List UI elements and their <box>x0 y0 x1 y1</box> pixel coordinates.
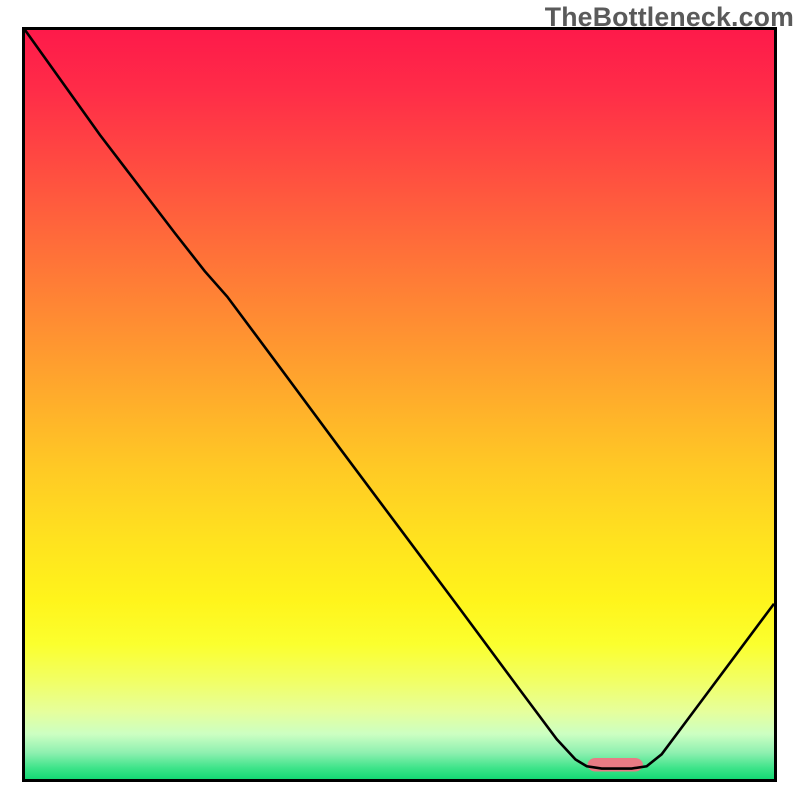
chart-svg <box>25 30 774 779</box>
background-rect <box>25 30 774 779</box>
chart-plot-area <box>22 27 777 782</box>
chart-root: { "watermark": { "text": "TheBottleneck.… <box>0 0 800 800</box>
